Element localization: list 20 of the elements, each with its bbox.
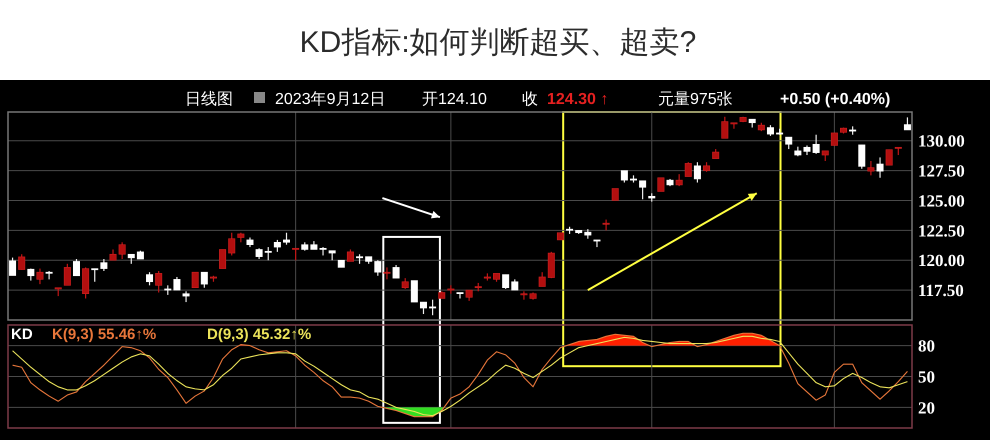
text: 开124.10 <box>422 91 488 108</box>
y-tick-label: 20 <box>918 398 935 418</box>
text: 124.30 ↑ <box>547 91 608 108</box>
y-tick-label: 122.50 <box>918 221 965 240</box>
y-tick-label: 125.00 <box>918 191 965 210</box>
y-tick-label: 80 <box>918 336 935 356</box>
y-tick-label: 117.50 <box>918 281 964 300</box>
text: 元量975张 <box>658 90 733 108</box>
series-label: K(9,3) 55.46↑% <box>52 326 156 343</box>
y-tick-label: 120.00 <box>918 251 965 270</box>
y-tick-label: 130.00 <box>918 132 965 151</box>
chart-title: KD指标:如何判断超买、超卖? <box>300 26 696 59</box>
y-tick-label: 50 <box>918 368 935 386</box>
text: 收 <box>522 91 538 108</box>
text: 日线图 <box>185 90 233 108</box>
y-tick-label: 127.50 <box>918 162 965 181</box>
text: 2023年9月12日 <box>275 91 386 108</box>
series-label: D(9,3) 45.32↑% <box>207 326 312 343</box>
text: +0.50 (+0.40%) <box>780 91 890 108</box>
chart-title: KD <box>11 326 33 343</box>
